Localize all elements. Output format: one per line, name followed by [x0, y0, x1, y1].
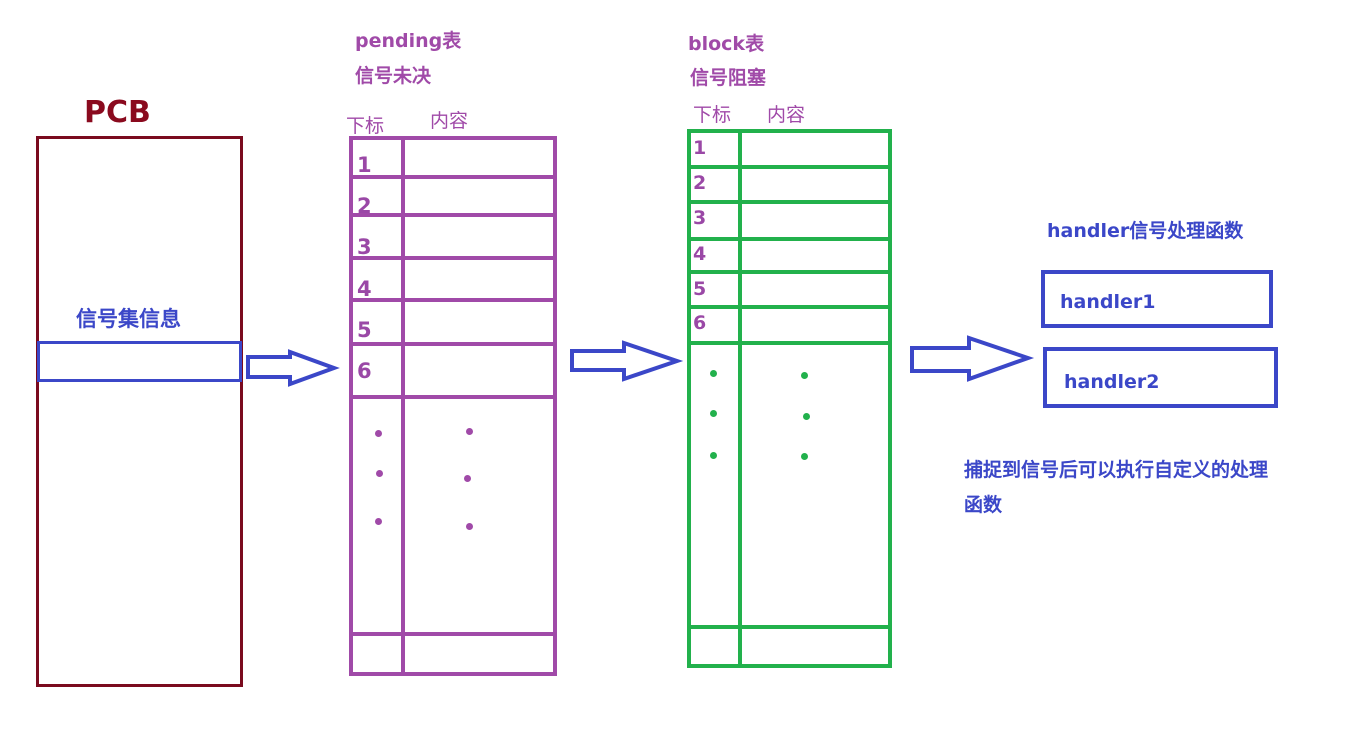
handler2-box: [1043, 347, 1278, 408]
pending-row-line: [349, 395, 557, 399]
block-col-divider: [738, 129, 742, 668]
ellipsis-dot: [375, 518, 382, 525]
handler2-label: handler2: [1064, 371, 1160, 393]
block-row-line: [687, 625, 892, 629]
pending-col-divider: [401, 136, 405, 676]
pcb-title: PCB: [84, 95, 151, 130]
pending-title: pending表: [355, 30, 462, 52]
block-row-index: 3: [693, 207, 707, 229]
block-row-index: 1: [693, 137, 707, 159]
pending-row-index: 3: [357, 235, 372, 259]
block-row-index: 2: [693, 172, 707, 194]
block-subtitle: 信号阻塞: [690, 67, 767, 89]
block-row-line: [687, 270, 892, 274]
ellipsis-dot: [803, 413, 810, 420]
arrow-right-icon: [910, 335, 1035, 382]
pending-row-line: [349, 298, 557, 302]
arrow-right-icon: [570, 340, 684, 382]
pending-row-index: 5: [357, 318, 372, 342]
signal-set-field: [37, 341, 242, 382]
handler-title: handler信号处理函数: [1047, 220, 1244, 242]
block-col-index: 下标: [693, 104, 732, 126]
block-table: [687, 129, 892, 668]
pending-row-line: [349, 632, 557, 636]
pending-table: [349, 136, 557, 676]
block-title: block表: [688, 33, 765, 55]
pending-row-line: [349, 213, 557, 217]
block-row-line: [687, 165, 892, 169]
pending-row-index: 6: [357, 359, 372, 383]
ellipsis-dot: [710, 370, 717, 377]
pending-row-index: 2: [357, 194, 372, 218]
pending-row-line: [349, 342, 557, 346]
pcb-box: [36, 136, 243, 687]
arrow-right-icon: [246, 349, 340, 387]
pending-row-line: [349, 175, 557, 179]
ellipsis-dot: [464, 475, 471, 482]
pending-row-index: 1: [357, 153, 372, 177]
handler1-box: [1041, 270, 1273, 328]
block-row-line: [687, 341, 892, 345]
ellipsis-dot: [375, 430, 382, 437]
ellipsis-dot: [376, 470, 383, 477]
pending-col-content: 内容: [430, 110, 469, 132]
ellipsis-dot: [466, 428, 473, 435]
pending-row-index: 4: [357, 277, 372, 301]
ellipsis-dot: [710, 452, 717, 459]
handler-note-cont: 函数: [964, 494, 1003, 516]
handler-note: 捕捉到信号后可以执行自定义的处理: [964, 459, 1269, 481]
pending-subtitle: 信号未决: [355, 65, 432, 87]
ellipsis-dot: [710, 410, 717, 417]
block-row-index: 5: [693, 278, 707, 300]
handler1-label: handler1: [1060, 291, 1156, 313]
block-row-index: 6: [693, 312, 707, 334]
signal-set-label: 信号集信息: [76, 307, 181, 331]
block-row-line: [687, 200, 892, 204]
ellipsis-dot: [801, 453, 808, 460]
ellipsis-dot: [801, 372, 808, 379]
block-row-line: [687, 237, 892, 241]
ellipsis-dot: [466, 523, 473, 530]
block-row-index: 4: [693, 243, 707, 265]
pending-col-index: 下标: [346, 115, 385, 137]
block-row-line: [687, 305, 892, 309]
block-col-content: 内容: [767, 104, 806, 126]
pending-row-line: [349, 256, 557, 260]
